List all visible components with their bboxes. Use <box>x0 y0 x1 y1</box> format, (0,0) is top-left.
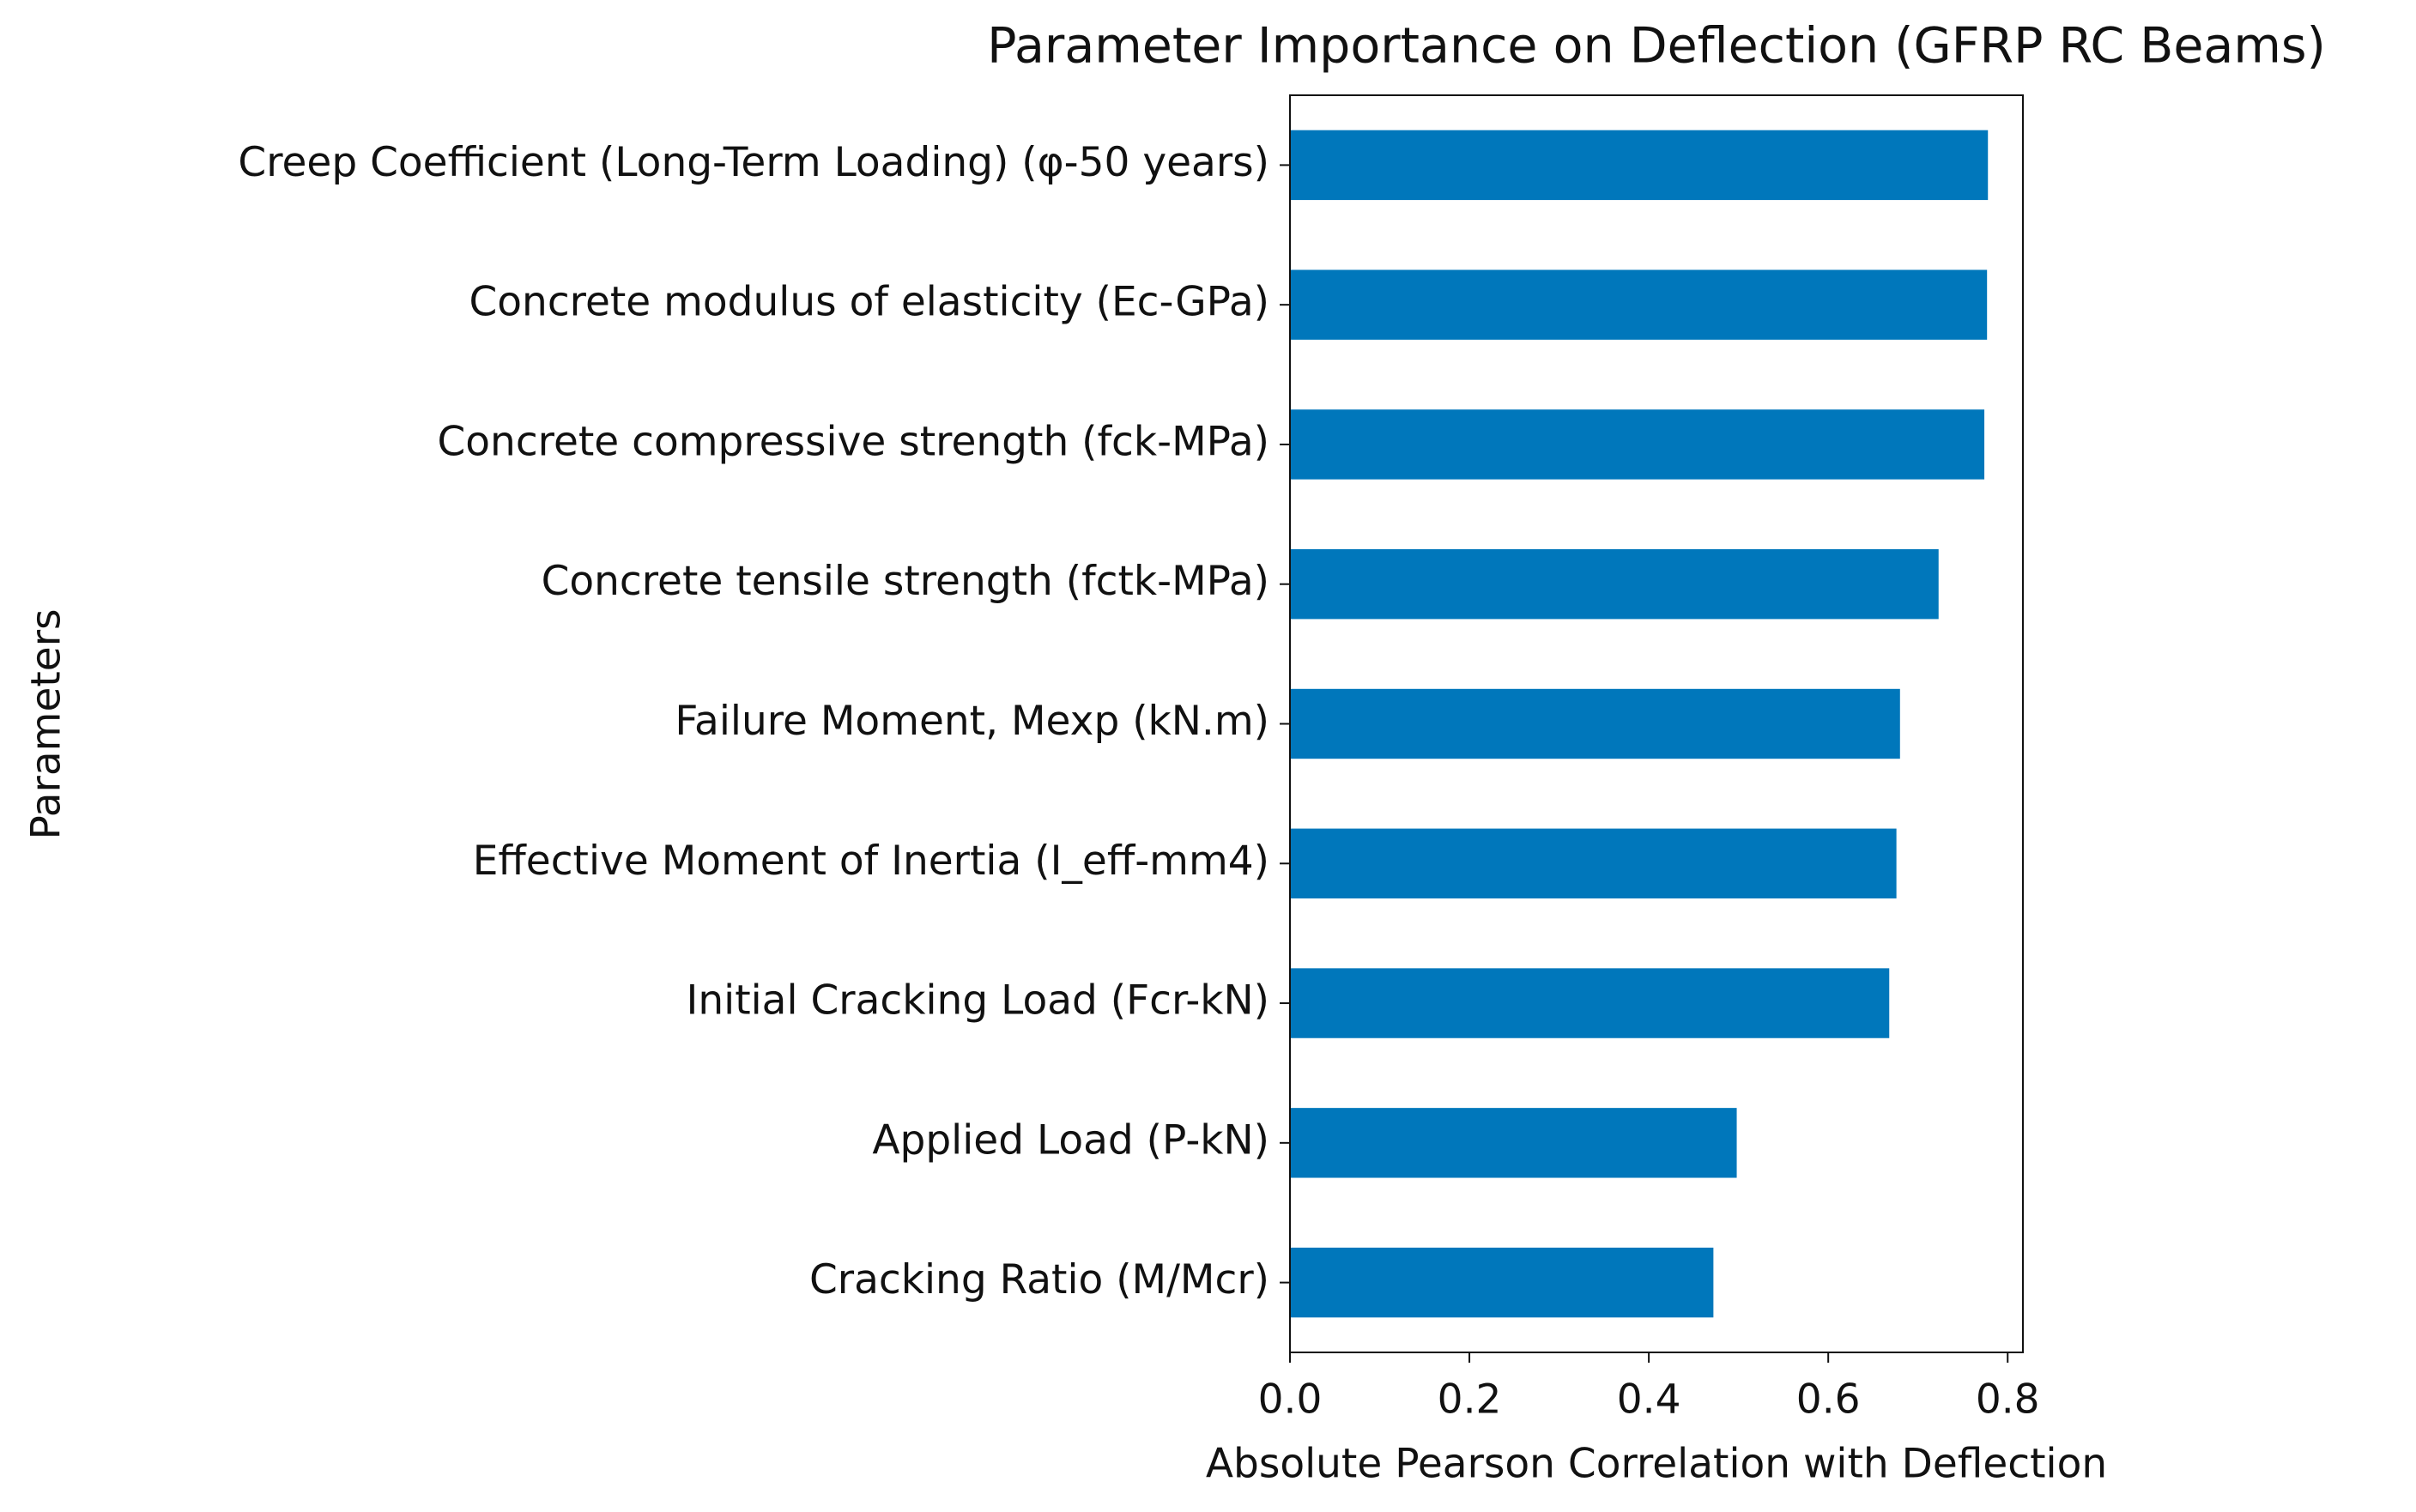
y-tick-label: Failure Moment, Mexp (kN.m) <box>675 698 1269 745</box>
y-tick-label: Creep Coefficient (Long-Term Loading) (φ… <box>238 139 1269 186</box>
y-tick-label: Concrete tensile strength (fctk-MPa) <box>542 558 1269 605</box>
x-axis-label: Absolute Pearson Correlation with Deflec… <box>1206 1441 2107 1488</box>
bar <box>1290 1108 1737 1178</box>
y-tick-label: Concrete modulus of elasticity (Ec-GPa) <box>469 279 1269 326</box>
bar <box>1290 409 1985 480</box>
y-tick-label: Initial Cracking Load (Fcr-kN) <box>686 977 1269 1025</box>
bar <box>1290 1247 1714 1318</box>
y-tick-label: Cracking Ratio (M/Mcr) <box>809 1256 1269 1303</box>
bar <box>1290 269 1988 340</box>
bar <box>1290 828 1897 898</box>
x-tick-label: 0.4 <box>1617 1376 1681 1424</box>
bar <box>1290 968 1890 1038</box>
bar <box>1290 130 1989 201</box>
x-tick-label: 0.0 <box>1258 1376 1323 1424</box>
plot-frame <box>1289 94 2024 1353</box>
x-tick-label: 0.6 <box>1796 1376 1861 1424</box>
bar <box>1290 549 1939 620</box>
chart-title: Parameter Importance on Deflection (GFRP… <box>987 18 2326 75</box>
bar <box>1290 688 1900 759</box>
y-axis-label: Parameters <box>23 608 70 839</box>
x-tick-label: 0.2 <box>1438 1376 1502 1424</box>
y-tick-label: Effective Moment of Inertia (I_eff-mm4) <box>473 838 1269 885</box>
x-tick-label: 0.8 <box>1976 1376 2040 1424</box>
y-tick-label: Concrete compressive strength (fck-MPa) <box>437 418 1269 465</box>
y-tick-label: Applied Load (P-kN) <box>872 1116 1269 1164</box>
